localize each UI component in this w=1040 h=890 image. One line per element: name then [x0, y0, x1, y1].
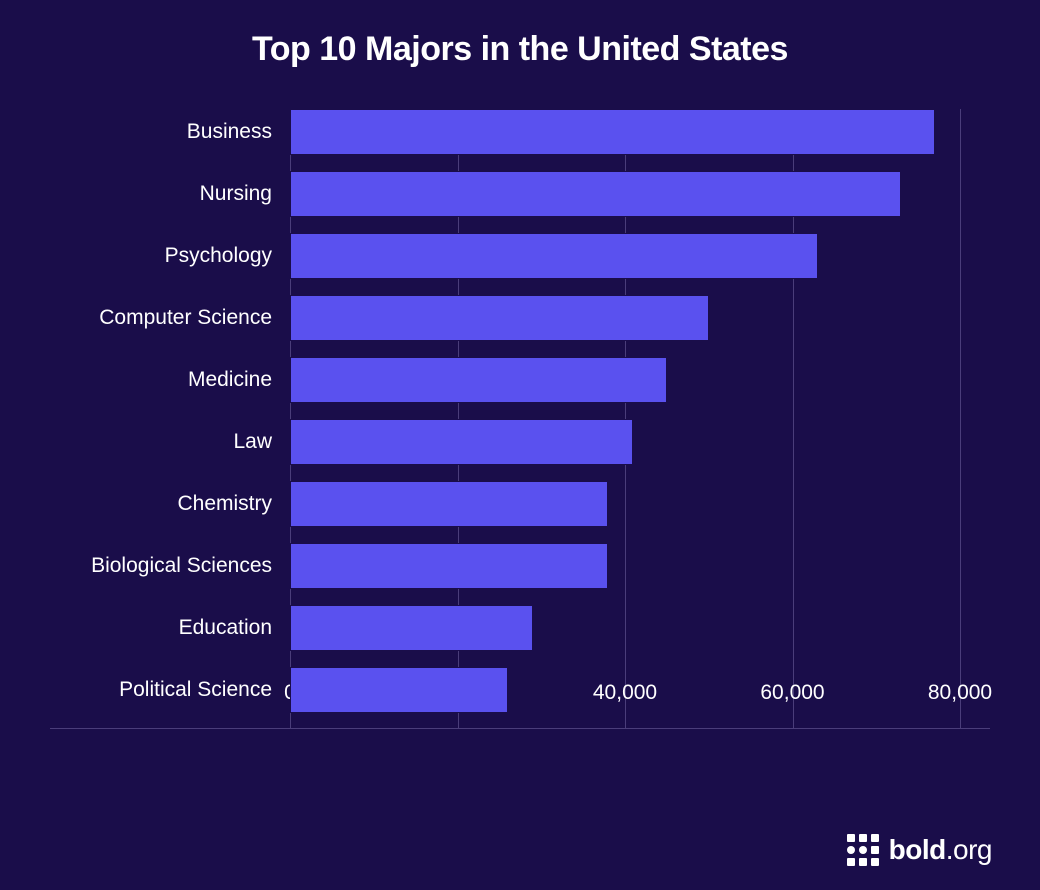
y-axis-label: Education — [179, 616, 272, 640]
bar-row: Political Science — [290, 667, 960, 713]
logo-name: bold — [889, 834, 946, 865]
brand-logo: bold.org — [847, 834, 992, 866]
y-axis-label: Psychology — [165, 244, 272, 268]
bar-row: Computer Science — [290, 295, 960, 341]
bar — [290, 605, 533, 651]
bar-row: Psychology — [290, 233, 960, 279]
bar — [290, 667, 508, 713]
bar-row: Medicine — [290, 357, 960, 403]
gridline — [960, 109, 961, 729]
chart-container: Top 10 Majors in the United States 020,0… — [0, 0, 1040, 890]
y-axis-label: Biological Sciences — [91, 554, 272, 578]
logo-text: bold.org — [889, 834, 992, 866]
bars-region: 020,00040,00060,00080,000BusinessNursing… — [290, 109, 960, 729]
logo-icon — [847, 834, 879, 866]
bar — [290, 109, 935, 155]
y-axis-label: Chemistry — [177, 492, 272, 516]
bar-row: Chemistry — [290, 481, 960, 527]
bar-row: Nursing — [290, 171, 960, 217]
bar — [290, 171, 901, 217]
bar-row: Education — [290, 605, 960, 651]
chart-title: Top 10 Majors in the United States — [50, 30, 990, 69]
y-axis-label: Computer Science — [99, 306, 272, 330]
bar — [290, 419, 633, 465]
bar — [290, 233, 818, 279]
bar-row: Business — [290, 109, 960, 155]
y-axis-label: Law — [233, 430, 272, 454]
bar — [290, 481, 608, 527]
bar — [290, 543, 608, 589]
x-axis-baseline — [50, 728, 990, 729]
plot-area: 020,00040,00060,00080,000BusinessNursing… — [50, 109, 990, 789]
y-axis-label: Political Science — [119, 678, 272, 702]
y-axis-label: Business — [187, 120, 272, 144]
bar — [290, 295, 709, 341]
bar-row: Biological Sciences — [290, 543, 960, 589]
bar-row: Law — [290, 419, 960, 465]
y-axis-label: Nursing — [200, 182, 272, 206]
bar — [290, 357, 667, 403]
logo-suffix: .org — [946, 834, 992, 865]
y-axis-label: Medicine — [188, 368, 272, 392]
